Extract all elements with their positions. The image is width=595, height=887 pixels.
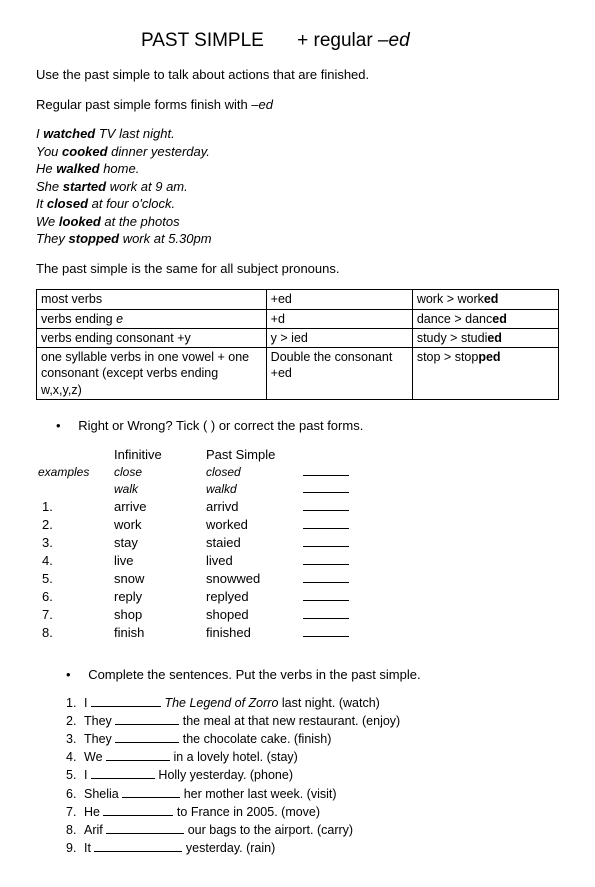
exercise-b-instruction: Complete the sentences. Put the verbs in… bbox=[66, 667, 559, 682]
list-item: 4.We in a lovely hotel. (stay) bbox=[66, 748, 559, 766]
list-item: 3.They the chocolate cake. (finish) bbox=[66, 730, 559, 748]
list-item: 5.I Holly yesterday. (phone) bbox=[66, 766, 559, 784]
rules-table: most verbs+edwork > workedverbs ending e… bbox=[36, 289, 559, 400]
table-row: most verbs+edwork > worked bbox=[37, 290, 559, 309]
example-sentences: I watched TV last night.You cooked dinne… bbox=[36, 125, 559, 248]
exercise-a-table: InfinitivePast Simpleexamplescloseclosed… bbox=[36, 445, 365, 643]
list-item: 8.Arif our bags to the airport. (carry) bbox=[66, 821, 559, 839]
list-item: 1.arrivearrivd bbox=[38, 499, 363, 515]
title-plus: + regular – bbox=[297, 30, 388, 51]
list-item: 5.snowsnowwed bbox=[38, 571, 363, 587]
list-item: 7.shopshoped bbox=[38, 607, 363, 623]
list-item: 6.Shelia her mother last week. (visit) bbox=[66, 785, 559, 803]
list-item: 2.workworked bbox=[38, 517, 363, 533]
same-pronouns: The past simple is the same for all subj… bbox=[36, 260, 559, 278]
list-item: 4.livelived bbox=[38, 553, 363, 569]
list-item: 2.They the meal at that new restaurant. … bbox=[66, 712, 559, 730]
table-row: one syllable verbs in one vowel + one co… bbox=[37, 348, 559, 400]
list-item: 1.I The Legend of Zorro last night. (wat… bbox=[66, 694, 559, 712]
table-row: verbs ending consonant +yy > iedstudy > … bbox=[37, 328, 559, 347]
exercise-a-instruction: Right or Wrong? Tick ( ) or correct the … bbox=[56, 418, 559, 433]
page-title: PAST SIMPLE + regular –ed bbox=[36, 30, 559, 52]
list-item: 8.finishfinished bbox=[38, 625, 363, 641]
table-row: verbs ending e+ddance > danced bbox=[37, 309, 559, 328]
intro-2: Regular past simple forms finish with –e… bbox=[36, 96, 559, 114]
title-main: PAST SIMPLE bbox=[141, 30, 264, 51]
list-item: 3.staystaied bbox=[38, 535, 363, 551]
list-item: 7.He to France in 2005. (move) bbox=[66, 803, 559, 821]
title-ed: ed bbox=[389, 30, 410, 51]
intro-1: Use the past simple to talk about action… bbox=[36, 66, 559, 84]
list-item: 6.replyreplyed bbox=[38, 589, 363, 605]
exercise-b-list: 1.I The Legend of Zorro last night. (wat… bbox=[66, 694, 559, 857]
